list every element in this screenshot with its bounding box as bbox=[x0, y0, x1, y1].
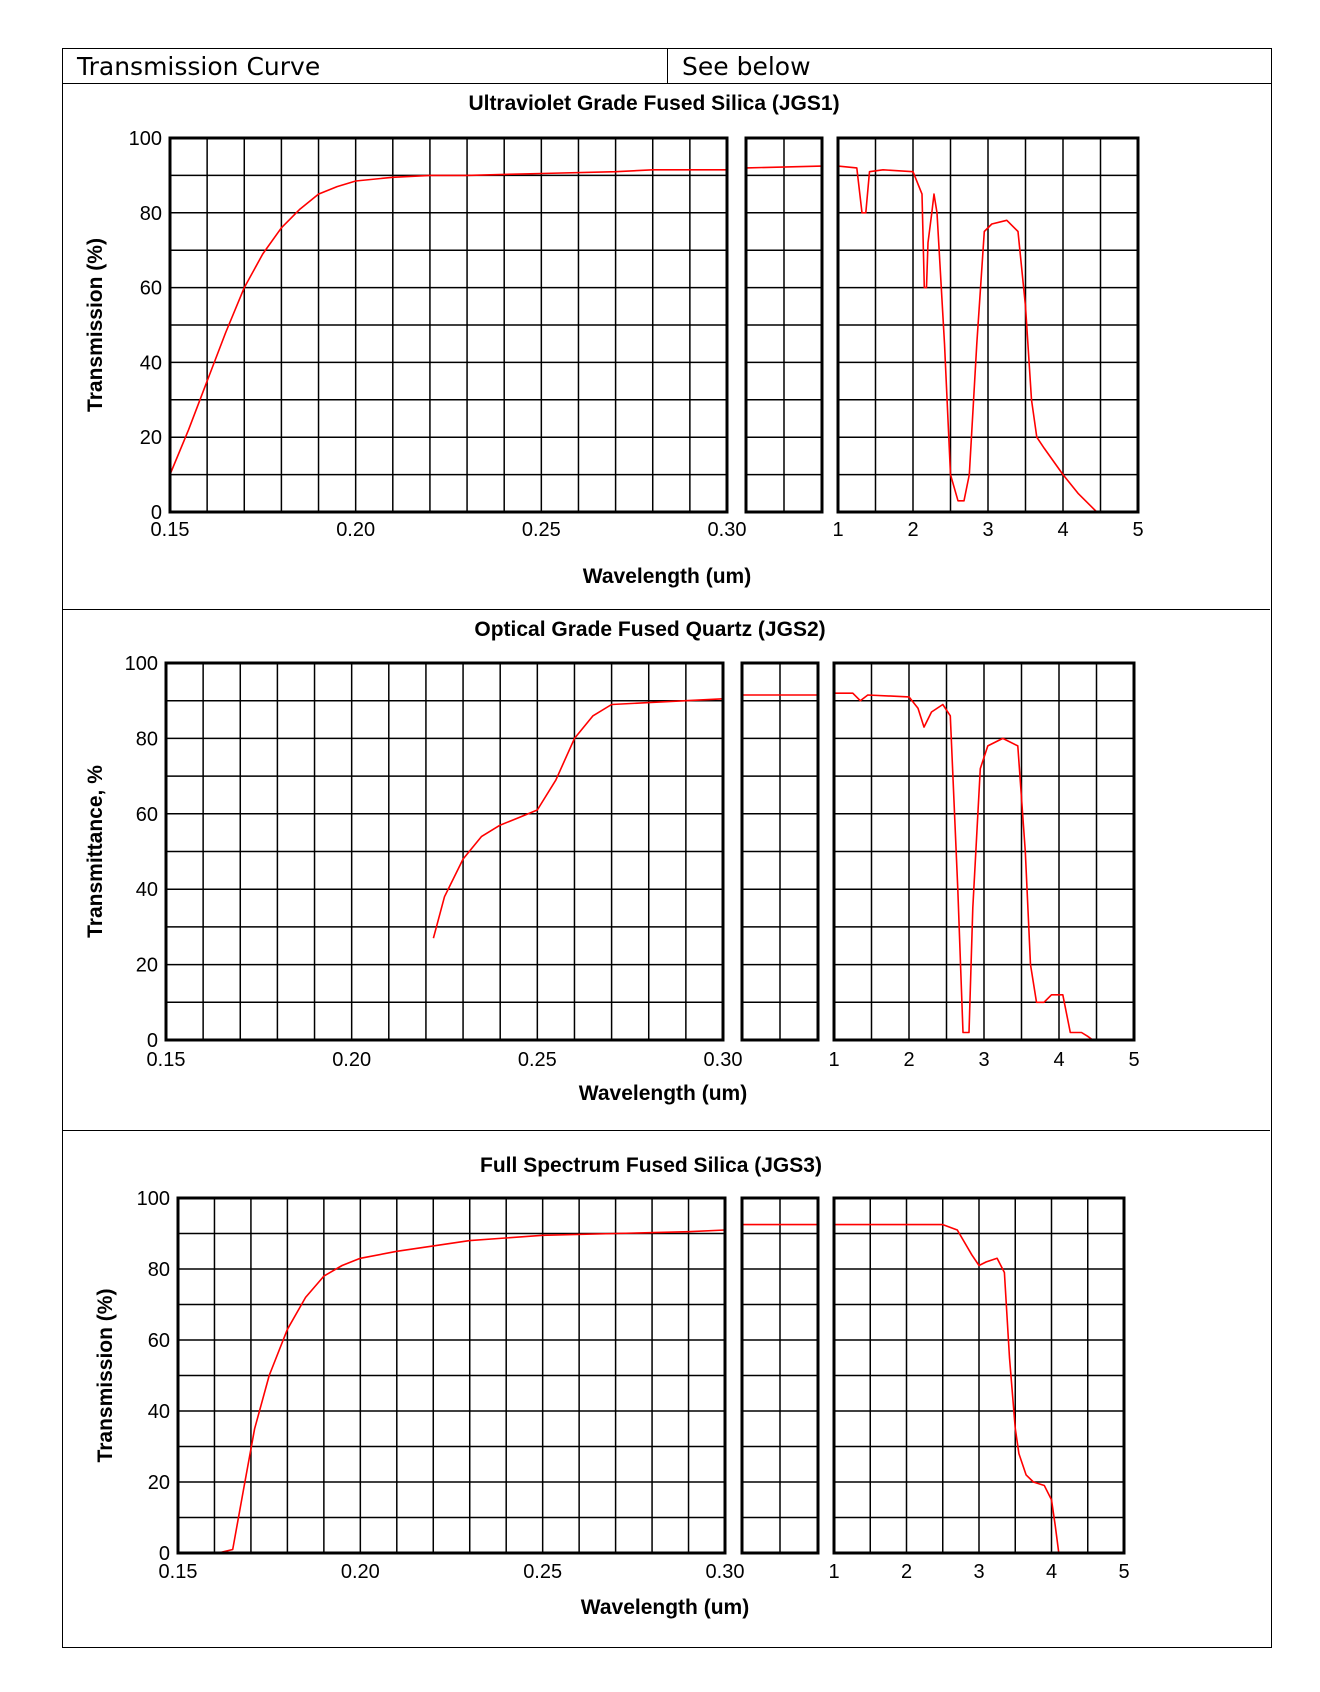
x-axis-label: Wavelength (um) bbox=[579, 1082, 747, 1105]
x-tick-label: 2 bbox=[903, 1049, 914, 1071]
y-tick-label: 40 bbox=[148, 1401, 170, 1423]
y-tick-label: 80 bbox=[140, 203, 162, 225]
y-tick-label: 20 bbox=[140, 427, 162, 449]
plot-panel bbox=[836, 136, 1140, 514]
transmission-curve bbox=[745, 165, 823, 169]
chart-title: Full Spectrum Fused Silica (JGS3) bbox=[480, 1154, 822, 1177]
x-tick-label: 0.30 bbox=[704, 1049, 743, 1071]
y-axis-label: Transmission (%) bbox=[84, 238, 107, 412]
transmission-curve bbox=[169, 169, 727, 475]
y-tick-label: 40 bbox=[140, 352, 162, 374]
x-tick-label: 5 bbox=[1128, 1049, 1139, 1071]
y-axis-label: Transmission (%) bbox=[94, 1289, 117, 1463]
x-tick-label: 0.20 bbox=[332, 1049, 371, 1071]
y-tick-label: 100 bbox=[129, 128, 162, 150]
transmission-curve bbox=[837, 165, 1098, 513]
x-tick-label: 0.30 bbox=[708, 519, 747, 541]
panel-frame bbox=[176, 1196, 727, 1555]
x-tick-label: 0.20 bbox=[336, 519, 375, 541]
y-tick-label: 60 bbox=[136, 804, 158, 826]
transmission-curve bbox=[217, 1229, 726, 1554]
x-tick-label: 1 bbox=[828, 1049, 839, 1071]
panel-frame bbox=[836, 136, 1140, 514]
y-tick-label: 40 bbox=[136, 879, 158, 901]
y-tick-label: 20 bbox=[136, 955, 158, 977]
property-value-cell: See below bbox=[668, 49, 1271, 84]
y-tick-label: 60 bbox=[148, 1330, 170, 1352]
panel-frame bbox=[740, 661, 820, 1042]
panel-frame bbox=[168, 136, 729, 514]
y-tick-label: 0 bbox=[151, 502, 162, 524]
x-tick-label: 5 bbox=[1118, 1561, 1129, 1583]
x-axis-label: Wavelength (um) bbox=[581, 1596, 749, 1619]
x-tick-label: 0.15 bbox=[147, 1049, 186, 1071]
y-tick-label: 100 bbox=[137, 1188, 170, 1210]
x-tick-label: 0.30 bbox=[706, 1561, 745, 1583]
plot-panel bbox=[168, 136, 729, 514]
x-tick-label: 1 bbox=[832, 519, 843, 541]
plot-panel bbox=[164, 661, 725, 1042]
y-tick-label: 80 bbox=[136, 728, 158, 750]
x-tick-label: 0.15 bbox=[159, 1561, 198, 1583]
plot-panel bbox=[744, 136, 824, 514]
x-tick-label: 3 bbox=[978, 1049, 989, 1071]
y-tick-label: 20 bbox=[148, 1472, 170, 1494]
property-label-cell: Transmission Curve bbox=[63, 49, 668, 84]
y-tick-label: 60 bbox=[140, 278, 162, 300]
x-axis-label: Wavelength (um) bbox=[583, 565, 751, 588]
transmission-curve bbox=[834, 1223, 1074, 1554]
y-tick-label: 0 bbox=[147, 1030, 158, 1052]
x-tick-label: 0.15 bbox=[151, 519, 190, 541]
x-tick-label: 1 bbox=[828, 1561, 839, 1583]
x-tick-label: 3 bbox=[973, 1561, 984, 1583]
x-tick-label: 4 bbox=[1046, 1561, 1057, 1583]
section-divider bbox=[63, 1130, 1270, 1131]
chart-title: Optical Grade Fused Quartz (JGS2) bbox=[474, 618, 825, 641]
x-tick-label: 0.25 bbox=[522, 519, 561, 541]
x-tick-label: 0.25 bbox=[518, 1049, 557, 1071]
x-tick-label: 2 bbox=[907, 519, 918, 541]
panel-frame bbox=[832, 1196, 1126, 1555]
x-tick-label: 2 bbox=[901, 1561, 912, 1583]
panel-frame bbox=[832, 661, 1136, 1042]
y-tick-label: 0 bbox=[159, 1543, 170, 1565]
y-tick-label: 80 bbox=[148, 1259, 170, 1281]
x-tick-label: 5 bbox=[1132, 519, 1143, 541]
transmission-curve bbox=[834, 692, 1094, 1041]
section-divider bbox=[63, 609, 1270, 610]
chart-title: Ultraviolet Grade Fused Silica (JGS1) bbox=[468, 92, 839, 115]
panel-frame bbox=[164, 661, 725, 1042]
plot-panel bbox=[740, 1196, 820, 1555]
x-tick-label: 3 bbox=[982, 519, 993, 541]
plot-panel bbox=[176, 1196, 727, 1555]
plot-panel bbox=[832, 1196, 1126, 1555]
panel-frame bbox=[744, 136, 824, 514]
y-axis-label: Transmittance, % bbox=[84, 765, 107, 938]
plot-panel bbox=[832, 661, 1136, 1042]
y-tick-label: 100 bbox=[125, 653, 158, 675]
x-tick-label: 4 bbox=[1053, 1049, 1064, 1071]
transmission-curve bbox=[432, 698, 724, 939]
panel-frame bbox=[740, 1196, 820, 1555]
x-tick-label: 0.20 bbox=[341, 1561, 380, 1583]
plot-panel bbox=[740, 661, 820, 1042]
spec-table: Transmission Curve See below bbox=[62, 48, 1272, 1648]
x-tick-label: 0.25 bbox=[523, 1561, 562, 1583]
x-tick-label: 4 bbox=[1057, 519, 1068, 541]
